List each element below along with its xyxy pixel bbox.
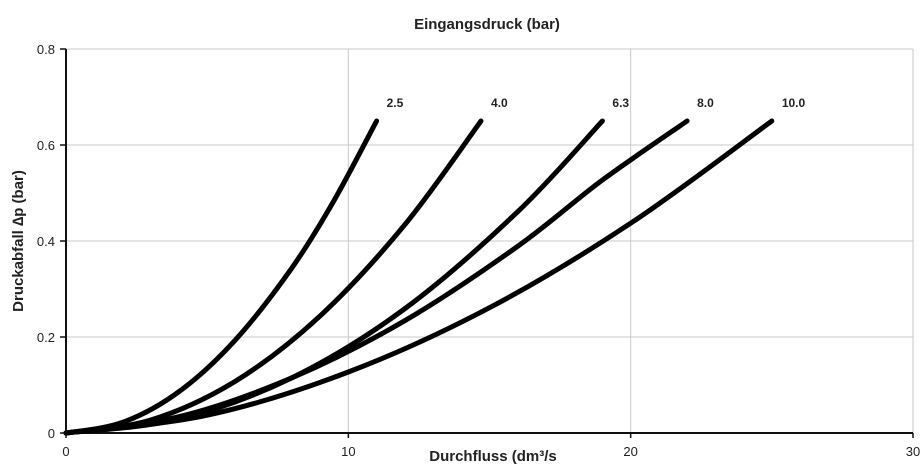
x-tick-label: 10 [341, 444, 355, 459]
y-tick-label: 0 [48, 426, 55, 441]
chart-title: Eingangsdruck (bar) [414, 16, 560, 33]
y-axis-label: Druckabfall ∆p (bar) [10, 170, 27, 312]
series-line-2-5 [63, 118, 380, 436]
y-tick-label: 0.8 [37, 42, 55, 57]
series-lines [63, 118, 775, 436]
series-line-8-0 [63, 118, 690, 436]
x-tick-label: 0 [62, 444, 69, 459]
tick-labels: 0 10 20 30 0 0.2 0.4 0.6 0.8 [37, 42, 920, 459]
series-line-6-3 [63, 118, 605, 436]
series-label-4-0: 4.0 [491, 96, 508, 110]
x-axis-label: Durchfluss (dm³/s [429, 448, 557, 465]
series-label-10-0: 10.0 [782, 96, 806, 110]
y-tick-label: 0.2 [37, 330, 55, 345]
x-tick-label: 20 [623, 444, 637, 459]
series-line-10-0 [63, 118, 775, 436]
y-tick-label: 0.6 [37, 138, 55, 153]
series-label-8-0: 8.0 [697, 96, 714, 110]
x-tick-label: 30 [906, 444, 920, 459]
y-tick-label: 0.4 [37, 234, 55, 249]
series-label-2-5: 2.5 [387, 96, 404, 110]
series-label-6-3: 6.3 [612, 96, 629, 110]
series-labels: 2.5 4.0 6.3 8.0 10.0 [387, 96, 806, 110]
